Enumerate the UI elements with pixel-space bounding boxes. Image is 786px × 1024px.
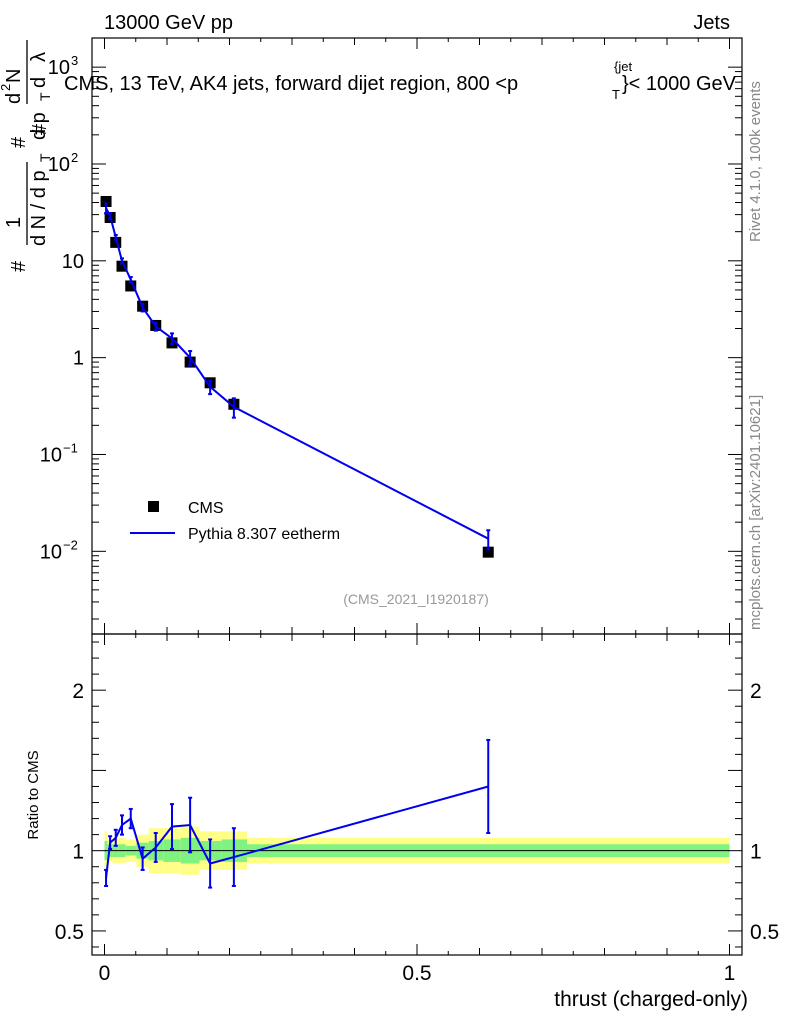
cms-data-point xyxy=(110,236,122,248)
ratio-y-tick-label-right: 2 xyxy=(750,680,762,703)
ratio-panel: 0 0.5 1 0.5 0.5 1 1 2 2 xyxy=(55,623,779,985)
ratio-y-tick-label-right: 1 xyxy=(750,841,762,864)
main-ylabel-part: d p xyxy=(28,112,50,140)
main-ylabel-part: d xyxy=(3,93,25,104)
mcplots-label: mcplots.cern.ch [arXiv:2401.10621] xyxy=(747,395,764,630)
y-tick-label: 10 xyxy=(48,154,70,176)
cms-data-point xyxy=(100,195,112,207)
y-tick-exponent: 2 xyxy=(71,150,78,165)
cms-data-point xyxy=(482,546,494,558)
rivet-version-label: Rivet 4.1.0, 100k events xyxy=(747,81,764,242)
cms-data-point xyxy=(116,260,128,272)
ratio-y-tick-label: 2 xyxy=(72,680,84,703)
main-ylabel-part: 2 xyxy=(0,84,13,91)
main-ylabel-part: λ xyxy=(28,52,50,62)
main-frame xyxy=(91,37,743,635)
ratio-y-tick-label: 0.5 xyxy=(55,921,84,944)
main-ylabel-part: # xyxy=(8,136,30,148)
y-tick-label: 10 xyxy=(40,444,62,466)
chart-title-main: CMS, 13 TeV, AK4 jets, forward dijet reg… xyxy=(64,73,518,95)
ratio-frame xyxy=(91,633,743,956)
y-tick-label: 10 xyxy=(62,251,84,273)
main-ylabel-part: d xyxy=(28,77,50,88)
legend-cms-marker xyxy=(148,501,159,512)
main-ylabel-part: # xyxy=(8,260,30,272)
y-tick-exponent: −1 xyxy=(63,440,78,455)
y-tick-label: 10 xyxy=(48,57,70,79)
chart-title: CMS, 13 TeV, AK4 jets, forward dijet reg… xyxy=(64,59,737,102)
legend-cms-label: CMS xyxy=(188,500,224,517)
ratio-y-tick-label-right: 0.5 xyxy=(750,921,779,944)
y-tick-label: 1 xyxy=(73,348,84,370)
mc-line xyxy=(105,207,489,540)
x-axis-title: thrust (charged-only) xyxy=(554,988,748,1011)
chart-title-end: }< 1000 GeV xyxy=(622,73,737,95)
header-category: Jets xyxy=(693,12,730,34)
cms-data-point xyxy=(125,280,137,292)
chart-title-sub: T xyxy=(612,87,620,102)
main-ylabel: 1 d N / d p T # d 2 N d p T d λ # # xyxy=(0,40,53,272)
main-ylabel-part: N xyxy=(3,69,25,83)
x-tick-label: 0 xyxy=(99,962,111,985)
analysis-id: (CMS_2021_I1920187) xyxy=(343,591,489,607)
x-tick-label: 0.5 xyxy=(402,962,431,985)
x-tick-label: 1 xyxy=(724,962,736,985)
chart-title-super: {jet xyxy=(614,59,632,74)
ratio-ylabel: Ratio to CMS xyxy=(25,750,42,839)
main-ylabel-part: d N / d p xyxy=(28,170,50,246)
main-ylabel-part: T xyxy=(37,92,53,101)
main-ylabel-part: T xyxy=(37,153,53,162)
y-tick-label: 10 xyxy=(40,541,62,563)
ratio-y-tick-label: 1 xyxy=(72,841,84,864)
y-tick-exponent: 3 xyxy=(71,53,78,68)
main-ylabel-part: # xyxy=(29,123,51,135)
legend: CMS Pythia 8.307 eetherm xyxy=(130,500,340,543)
main-ylabel-part: 1 xyxy=(3,217,25,228)
legend-mc-label: Pythia 8.307 eetherm xyxy=(188,526,340,543)
y-tick-exponent: −2 xyxy=(63,537,78,552)
header-process: 13000 GeV pp xyxy=(104,12,233,34)
